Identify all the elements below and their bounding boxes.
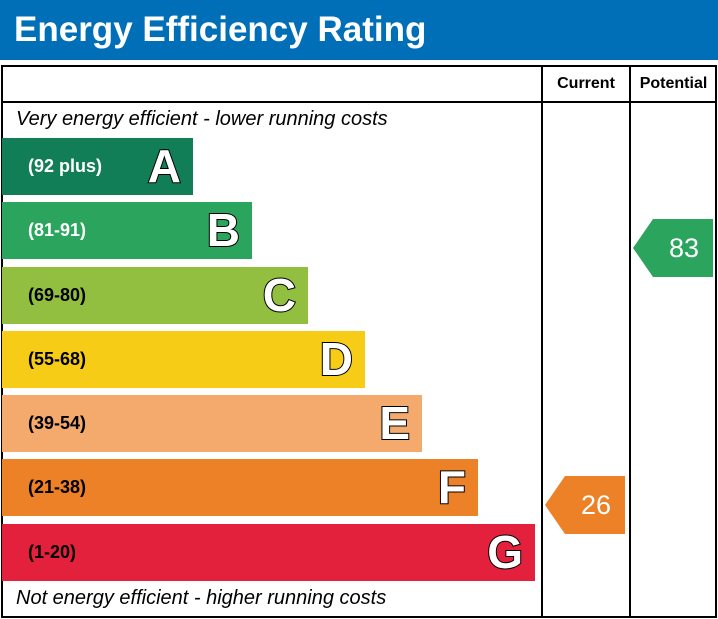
band-d: (55-68) D	[2, 331, 365, 388]
column-header-current: Current	[557, 75, 615, 92]
band-letter: B	[206, 203, 241, 257]
band-b: (81-91) B	[2, 202, 252, 259]
bottom-note: Not energy efficient - higher running co…	[16, 587, 387, 609]
chart-title: Energy Efficiency Rating	[0, 0, 718, 60]
band-letter: C	[262, 268, 297, 322]
band-range: (39-54)	[28, 413, 87, 433]
band-range: (21-38)	[28, 477, 87, 497]
header-divider	[1, 101, 717, 103]
top-note: Very energy efficient - lower running co…	[16, 108, 388, 130]
band-range: (81-91)	[28, 220, 87, 240]
band-letter: A	[147, 139, 182, 193]
band-letter: G	[486, 525, 524, 579]
band-range: (55-68)	[28, 349, 87, 369]
band-letter: F	[437, 460, 467, 514]
band-g: (1-20) G	[2, 524, 535, 581]
column-divider	[629, 65, 631, 618]
band-c: (69-80) C	[2, 267, 308, 324]
band-letter: E	[378, 396, 411, 450]
column-header-potential: Potential	[639, 75, 708, 92]
band-range: (1-20)	[28, 542, 77, 562]
band-f: (21-38) F	[2, 459, 478, 516]
band-e: (39-54) E	[2, 395, 422, 452]
column-divider	[541, 65, 543, 618]
band-range: (92 plus)	[28, 156, 103, 176]
band-range: (69-80)	[28, 285, 87, 305]
current-rating-value: 26	[580, 490, 612, 520]
band-a: (92 plus) A	[2, 138, 193, 195]
potential-rating-value: 83	[668, 233, 700, 263]
band-letter: D	[319, 332, 354, 386]
